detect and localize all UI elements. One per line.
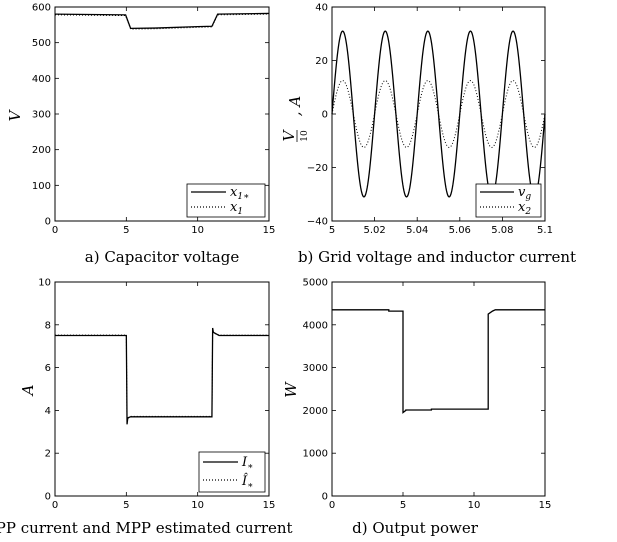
y-tick-label: 10 [38, 278, 51, 289]
x-tick-label: 0 [52, 225, 58, 236]
legend-box [475, 183, 542, 218]
y-tick-label: 0 [45, 217, 51, 228]
series-line-2 [54, 13, 270, 30]
x-tick-label: 5.08 [491, 225, 513, 236]
x-tick-label: 5 [123, 225, 129, 236]
y-axis-label: V 10 , A [280, 96, 310, 142]
y-tick-label: 3000 [303, 363, 328, 374]
x-tick-label: 0 [329, 500, 335, 511]
y-axis-label-denominator: 10 [300, 130, 310, 142]
y-axis-label-unit: , A [286, 96, 304, 117]
y-tick-label: 6 [45, 363, 51, 374]
y-tick-label: 300 [32, 110, 51, 121]
y-tick-label: 400 [32, 74, 51, 85]
ticks: 0 5 10 15 0 2 4 6 8 10 [38, 278, 275, 512]
y-tick-label: 0 [322, 110, 328, 121]
series-lines [55, 327, 269, 425]
y-tick-label: −40 [307, 217, 328, 228]
ticks: 0 5 10 15 0 1000 2000 3000 4000 5000 [303, 278, 552, 512]
x-tick-label: 15 [263, 225, 276, 236]
x-tick-label: 5 [400, 500, 406, 511]
y-tick-label: 4000 [303, 320, 328, 331]
x-tick-label: 10 [191, 500, 204, 511]
plot-frame [331, 281, 546, 497]
panel-caption: c) MPP current and MPP estimated current [0, 519, 293, 537]
y-tick-label: 8 [45, 320, 51, 331]
legend-box [198, 451, 266, 493]
x-tick-label: 5 [329, 225, 335, 236]
y-axis-label: A [19, 384, 37, 397]
y-axis-label: W [282, 381, 300, 398]
panel-mpp-current: 0 5 10 15 0 2 4 6 8 10 A I∗ Î∗ c) MPP current and… [0, 278, 293, 538]
series-line-2 [55, 328, 269, 424]
panel-grid-voltage-current: 5 5.02 5.04 5.06 5.08 5.1 −40 −20 0 20 40 V 10 , A… [280, 3, 576, 267]
x-tick-label: 5.06 [449, 225, 471, 236]
x-tick-label: 5.1 [537, 225, 553, 236]
y-tick-label: 500 [32, 38, 51, 49]
panel-output-power: 0 5 10 15 0 1000 2000 3000 4000 5000 W d) Output … [282, 278, 551, 538]
legend: vg x2 [475, 183, 542, 218]
legend: x1∗ x1 [186, 183, 266, 218]
panel-caption: d) Output power [352, 519, 479, 537]
x-tick-label: 0 [52, 500, 58, 511]
panel-caption: a) Capacitor voltage [85, 248, 240, 266]
ticks: 0 5 10 15 0 100 200 300 400 500 600 [32, 3, 275, 237]
x-tick-label: 5.02 [363, 225, 385, 236]
ticks: 5 5.02 5.04 5.06 5.08 5.1 −40 −20 0 20 40 [307, 3, 553, 237]
y-tick-label: 40 [315, 3, 328, 14]
y-tick-label: 1000 [303, 449, 328, 460]
y-axis-label: V [6, 108, 24, 121]
series-line-1 [55, 327, 269, 425]
y-axis-label-numerator: V [280, 128, 298, 141]
y-tick-label: 100 [32, 181, 51, 192]
x-tick-label: 15 [263, 500, 276, 511]
panel-capacitor-voltage: 0 5 10 15 0 100 200 300 400 500 600 V x1∗ x1 a) Ca… [6, 3, 275, 267]
x-tick-label: 10 [468, 500, 481, 511]
legend-box [186, 183, 266, 218]
x-tick-label: 5 [123, 500, 129, 511]
y-tick-label: 2000 [303, 406, 328, 417]
x-tick-label: 10 [191, 225, 204, 236]
y-tick-label: 5000 [303, 278, 328, 289]
plot-frame [54, 281, 270, 497]
y-tick-label: 20 [315, 56, 328, 67]
series-line-1 [54, 12, 270, 30]
y-tick-label: −20 [307, 163, 328, 174]
x-tick-label: 15 [539, 500, 552, 511]
y-tick-label: 0 [45, 492, 51, 503]
y-tick-label: 600 [32, 3, 51, 14]
series-lines [332, 309, 545, 414]
series-lines [331, 30, 546, 198]
series-line-1 [332, 309, 545, 414]
y-tick-label: 0 [322, 492, 328, 503]
y-tick-label: 2 [45, 449, 51, 460]
y-tick-label: 4 [45, 406, 51, 417]
panel-caption: b) Grid voltage and inductor current [298, 248, 576, 266]
y-tick-label: 200 [32, 145, 51, 156]
series-lines [54, 12, 270, 30]
legend: I∗ Î∗ [198, 451, 266, 493]
x-tick-label: 5.04 [406, 225, 428, 236]
series-line-1 [331, 30, 546, 198]
